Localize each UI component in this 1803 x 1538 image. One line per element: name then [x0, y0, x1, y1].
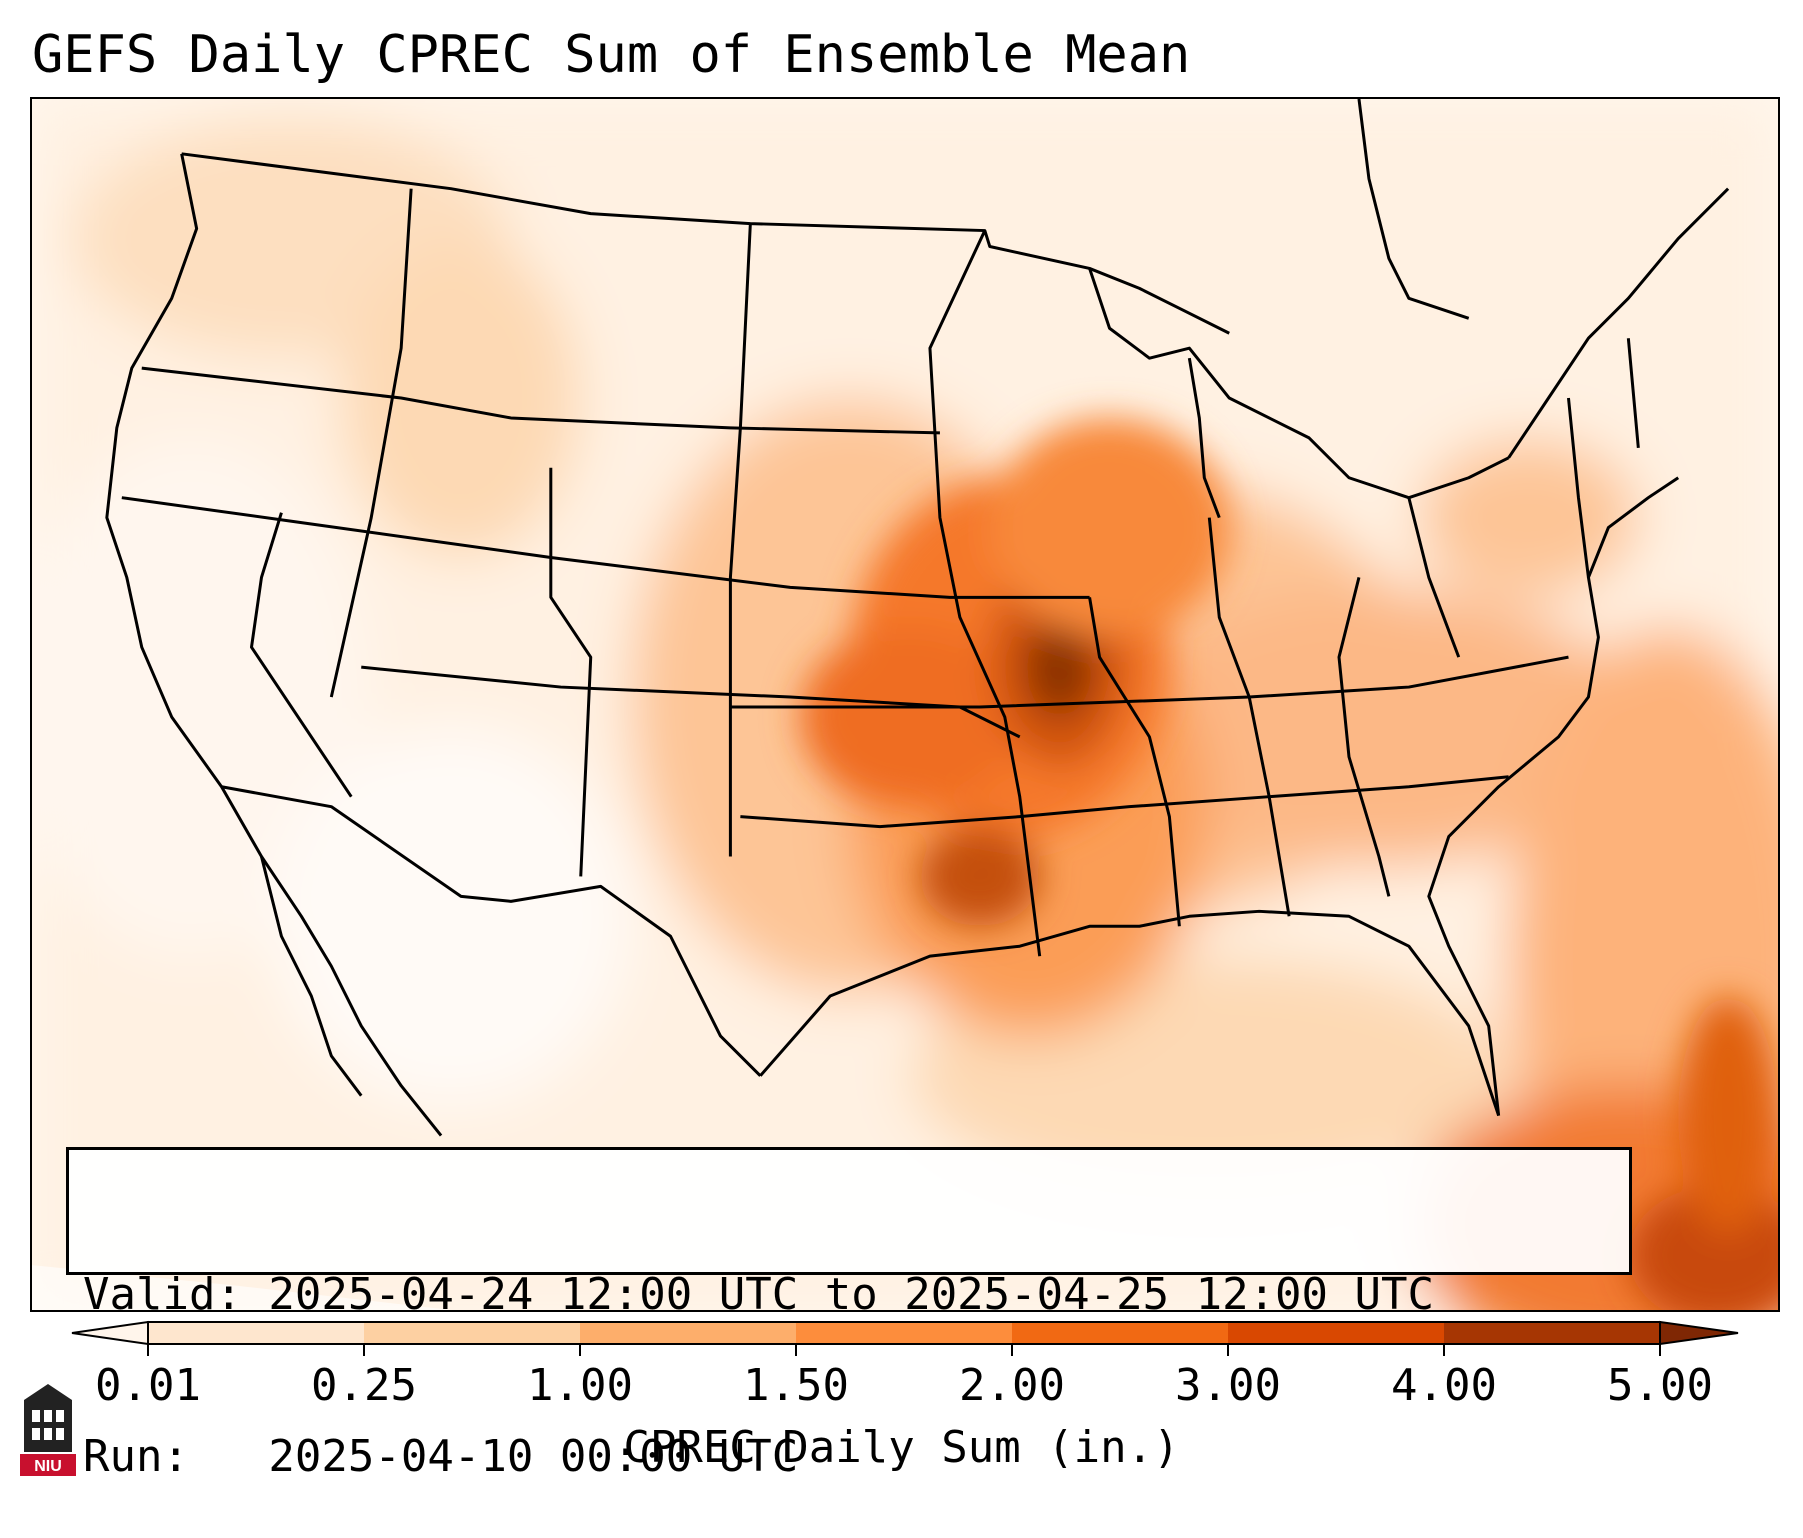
university-tower-icon: NIU [20, 1384, 76, 1476]
colorbar-tick-label: 4.00 [1391, 1360, 1497, 1411]
west-coast [105, 153, 443, 1137]
colorbar-tick-label: 1.00 [527, 1360, 633, 1411]
colorbar-ticks [147, 1344, 1661, 1356]
colorbar-tick-label: 3.00 [1175, 1360, 1281, 1411]
us-mexico-border [221, 785, 762, 1077]
validity-info-box: Valid: 2025-04-24 12:00 UTC to 2025-04-2… [66, 1147, 1632, 1482]
gulf-coast [759, 909, 1501, 1117]
colorbar-segments [71, 1320, 1739, 1346]
precipitation-map [32, 99, 1778, 1310]
boundaries [105, 99, 1730, 1137]
logo-text: NIU [34, 1458, 62, 1475]
colorbar-tick-label: 5.00 [1607, 1360, 1713, 1411]
colorbar [71, 1320, 1739, 1356]
colorbar-label: CPREC Daily Sum (in.) [623, 1422, 1180, 1473]
colorbar-segment [580, 1322, 796, 1344]
northeast-canada [1507, 187, 1730, 459]
precip-core [800, 417, 1778, 1310]
colorbar-segment [148, 1322, 364, 1344]
colorbar-extend-low [71, 1320, 149, 1346]
lake-michigan [1187, 357, 1221, 519]
map-title: GEFS Daily CPREC Sum of Ensemble Mean [32, 25, 1191, 85]
colorbar-segment [796, 1322, 1012, 1344]
baja [260, 856, 363, 1097]
colorbar-tick-label: 0.25 [311, 1360, 417, 1411]
east-coast [1427, 476, 1680, 1116]
run-time-line: Run: 2025-04-10 00:00 UTC [83, 1431, 799, 1482]
colorbar-outline [147, 1321, 1661, 1345]
colorbar-segment [364, 1322, 580, 1344]
map-panel [30, 97, 1780, 1312]
colorbar-segment [1228, 1322, 1444, 1344]
colorbar-extend-high [1659, 1320, 1739, 1346]
us-canada-border [181, 152, 1230, 335]
ocean-blank [32, 1265, 452, 1310]
colorbar-segment [1012, 1322, 1228, 1344]
hudson [1357, 99, 1470, 320]
colorbar-segment [1444, 1322, 1660, 1344]
great-lakes [1088, 267, 1510, 500]
colorbar-tick-label: 1.50 [743, 1360, 849, 1411]
valid-time-line: Valid: 2025-04-24 12:00 UTC to 2025-04-2… [83, 1269, 1435, 1320]
colorbar-tick-label: 0.01 [95, 1360, 201, 1411]
colorbar-tick-label: 2.00 [959, 1360, 1065, 1411]
